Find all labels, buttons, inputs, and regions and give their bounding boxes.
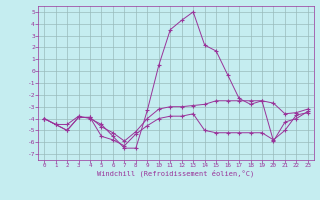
X-axis label: Windchill (Refroidissement éolien,°C): Windchill (Refroidissement éolien,°C) — [97, 170, 255, 177]
